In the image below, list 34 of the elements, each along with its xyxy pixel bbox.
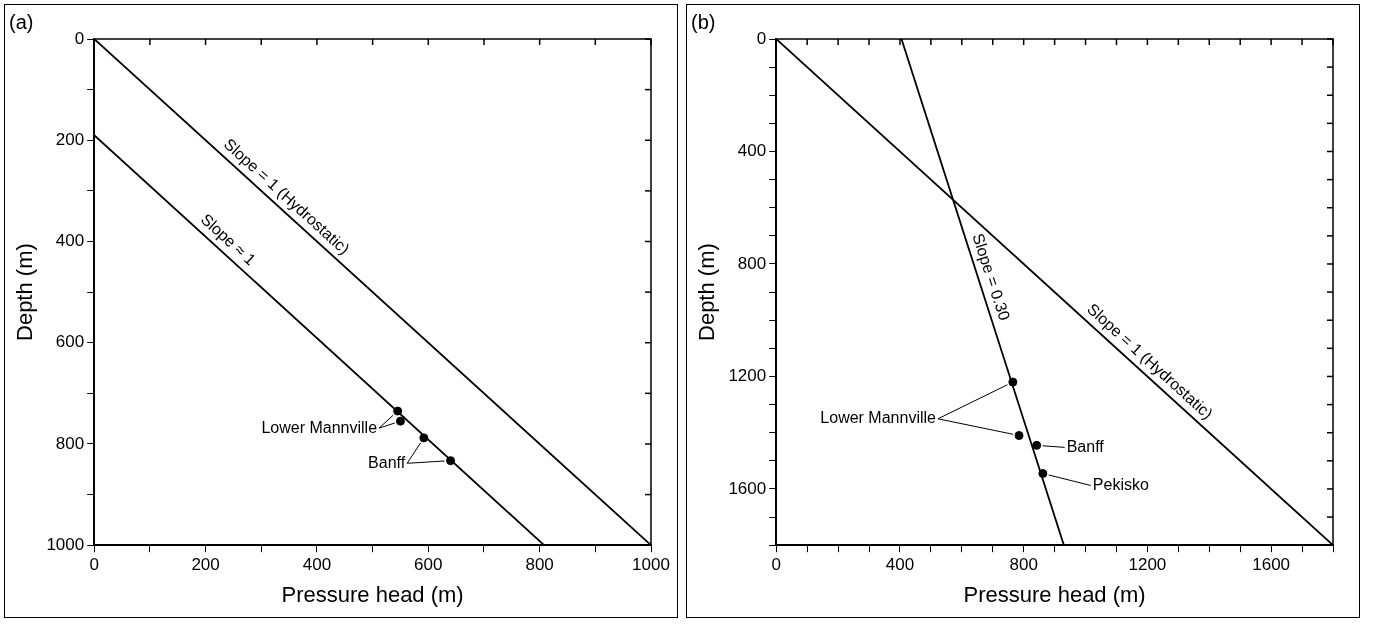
x-tick-label: 1000 [632, 555, 670, 575]
y-tick-label: 1200 [728, 366, 767, 386]
x-tick-label: 200 [191, 555, 220, 575]
annotation: Banff [1066, 437, 1105, 455]
x-tick-label: 600 [414, 555, 443, 575]
annotation: Lower Mannville [261, 418, 378, 436]
chart-title: (a) [9, 10, 34, 33]
x-tick-label: 800 [525, 555, 554, 575]
y-axis-title: Depth (m) [694, 243, 720, 341]
x-tick-label: 1200 [1128, 555, 1167, 575]
annotation: Lower Mannville [820, 409, 937, 427]
chart-title: (b) [691, 10, 716, 33]
y-tick-label: 200 [55, 129, 85, 149]
y-tick-label: 0 [74, 28, 85, 48]
x-tick-label: 0 [771, 555, 781, 575]
y-tick-label: 800 [737, 253, 767, 273]
y-tick-label: 400 [737, 141, 767, 161]
x-tick-label: 800 [1009, 555, 1038, 575]
y-tick-label: 600 [55, 332, 85, 352]
x-tick-label: 400 [302, 555, 332, 575]
annotation: Pekisko [1092, 475, 1149, 493]
annotation: Slope = 0.30 [969, 231, 1014, 323]
x-axis-title: Pressure head (m) [963, 581, 1146, 607]
y-tick-label: 0 [756, 28, 767, 48]
y-tick-label: 1000 [46, 534, 85, 554]
y-axis-title: Depth (m) [12, 243, 38, 341]
x-tick-label: 1600 [1252, 555, 1291, 575]
annotation: Banff [368, 453, 406, 471]
y-tick-label: 1600 [728, 478, 767, 498]
x-tick-label: 400 [885, 555, 915, 575]
y-tick-label: 400 [55, 231, 85, 251]
x-tick-label: 0 [89, 555, 99, 575]
x-axis-title: Pressure head (m) [281, 581, 464, 607]
y-tick-label: 800 [55, 433, 85, 453]
